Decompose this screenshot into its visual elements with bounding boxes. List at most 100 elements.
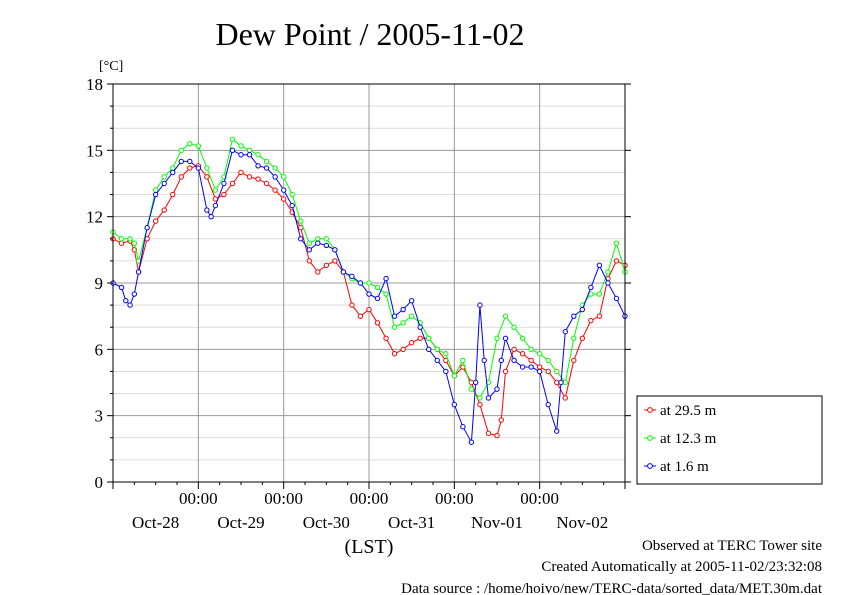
- data-point: [558, 379, 564, 386]
- x-tick-time-label: 00:00: [264, 489, 303, 508]
- data-point: [289, 191, 295, 198]
- data-point: [208, 213, 214, 220]
- data-point: [426, 346, 432, 353]
- data-point: [511, 324, 517, 330]
- legend-label: at 12.3 m: [660, 431, 717, 447]
- data-point: [131, 291, 138, 297]
- data-point: [374, 295, 381, 302]
- legend-box: [636, 395, 823, 485]
- data-point: [204, 207, 210, 213]
- legend-marker: [647, 463, 653, 469]
- data-point: [135, 269, 142, 275]
- data-point: [118, 240, 125, 246]
- data-point: [229, 136, 236, 142]
- data-point: [246, 152, 253, 158]
- data-point: [605, 269, 611, 275]
- y-axis-unit: [°C]: [99, 59, 123, 74]
- data-point: [289, 202, 295, 209]
- data-point: [588, 284, 594, 291]
- data-point: [460, 424, 466, 430]
- footer-created: Created Automatically at 2005-11-02/23:3…: [541, 559, 822, 575]
- data-point: [481, 357, 487, 364]
- data-point: [323, 242, 330, 249]
- data-point: [596, 313, 603, 319]
- data-point: [545, 401, 551, 408]
- data-point: [255, 176, 261, 182]
- data-point: [477, 302, 483, 308]
- chart-title: Dew Point / 2005-11-02: [215, 16, 524, 52]
- data-point: [221, 180, 227, 187]
- data-point: [613, 295, 620, 302]
- data-point: [332, 258, 338, 264]
- data-point: [229, 147, 236, 154]
- data-point: [417, 335, 423, 341]
- data-point: [502, 313, 509, 319]
- x-tick-date-label: Oct-31: [388, 513, 435, 532]
- data-point: [366, 291, 372, 297]
- data-point: [400, 306, 406, 313]
- data-point: [306, 247, 312, 253]
- data-point: [238, 143, 244, 149]
- data-point: [144, 225, 150, 231]
- data-point: [195, 165, 202, 171]
- data-point: [391, 324, 398, 330]
- data-point: [323, 262, 330, 269]
- x-tick-time-label: 00:00: [179, 489, 218, 508]
- data-point: [238, 169, 244, 176]
- data-point: [528, 364, 534, 370]
- data-point: [485, 430, 492, 437]
- data-point: [298, 218, 304, 224]
- data-point: [485, 395, 492, 401]
- data-point: [545, 357, 551, 364]
- data-point: [571, 313, 577, 319]
- x-tick-date-label: Oct-29: [217, 513, 264, 532]
- data-point: [519, 351, 526, 357]
- data-point: [357, 313, 364, 319]
- data-point: [613, 240, 620, 246]
- data-point: [212, 202, 219, 209]
- data-point: [554, 379, 560, 386]
- data-point: [246, 174, 253, 180]
- data-point: [571, 335, 577, 341]
- data-point: [519, 335, 526, 341]
- data-point: [477, 401, 483, 408]
- data-point: [272, 187, 278, 193]
- y-tick-label: 9: [95, 274, 104, 293]
- data-point: [187, 158, 193, 165]
- data-point: [498, 417, 504, 423]
- data-point: [272, 165, 278, 171]
- footer-observed: Observed at TERC Tower site: [642, 538, 822, 554]
- data-point: [443, 368, 449, 375]
- y-tick-label: 12: [86, 208, 103, 227]
- x-tick-date-label: Oct-28: [132, 513, 179, 532]
- data-point: [374, 320, 381, 326]
- data-point: [280, 187, 287, 193]
- data-point: [298, 236, 304, 242]
- data-point: [263, 180, 270, 187]
- x-tick-date-label: Nov-02: [556, 513, 608, 532]
- data-point: [596, 291, 603, 297]
- data-point: [323, 236, 330, 242]
- data-point: [408, 297, 415, 304]
- y-tick-label: 6: [95, 340, 104, 359]
- data-point: [315, 269, 321, 275]
- data-point: [579, 335, 586, 341]
- data-point: [613, 258, 620, 264]
- data-point: [374, 284, 381, 291]
- data-point: [426, 335, 432, 341]
- data-point: [528, 357, 534, 364]
- data-point: [152, 187, 159, 193]
- y-tick-label: 0: [95, 473, 104, 492]
- data-point: [118, 236, 125, 242]
- data-point: [391, 313, 398, 319]
- series-2: [110, 136, 628, 401]
- data-point: [187, 141, 193, 147]
- legend-label: at 1.6 m: [660, 459, 709, 475]
- data-point: [511, 357, 517, 364]
- data-point: [123, 297, 129, 304]
- data-point: [562, 395, 568, 401]
- data-point: [536, 351, 543, 357]
- data-point: [468, 439, 475, 445]
- data-point: [178, 174, 184, 180]
